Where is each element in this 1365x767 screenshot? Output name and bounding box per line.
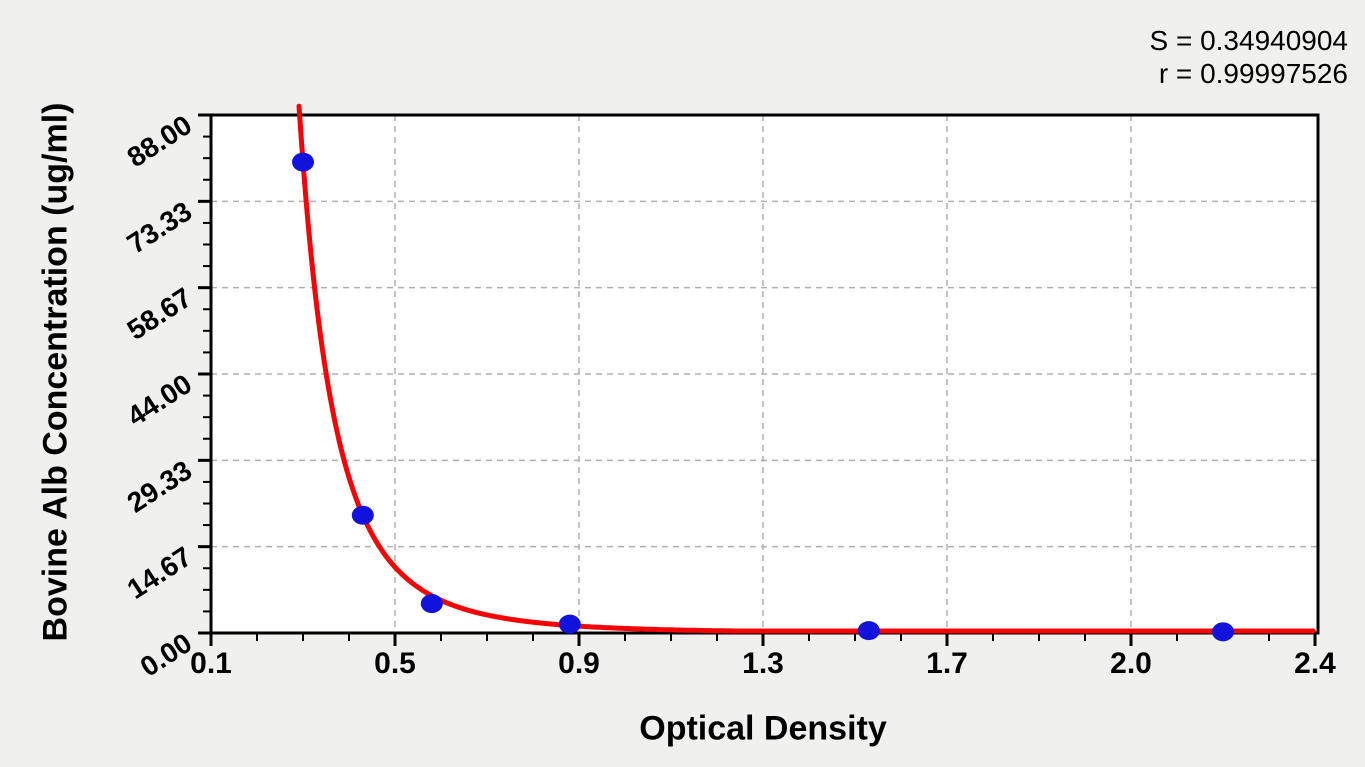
x-tick-label: 2.4 [1294,647,1336,680]
y-tick-label: 88.00 [122,109,198,173]
data-point [857,621,880,641]
x-tick-label: 0.5 [374,647,416,680]
fit-statistics: S = 0.34940904 r = 0.99997526 [1149,24,1348,90]
x-tick-label: 1.7 [926,647,968,680]
x-tick-label: 2.0 [1110,647,1152,680]
y-tick-label: 14.67 [122,541,198,605]
data-point [558,614,581,634]
x-tick-label: 0.9 [558,647,600,680]
x-axis-title: Optical Density [639,709,887,748]
data-point [1212,622,1234,642]
data-point [351,505,374,525]
x-tick-label: 0.1 [190,647,232,680]
stat-s-value: S = 0.34940904 [1149,25,1348,56]
data-point [292,152,314,172]
y-tick-label: 44.00 [122,368,198,432]
y-tick-label: 29.33 [122,454,198,518]
x-tick-label: 1.3 [742,647,784,680]
y-tick-label: 73.33 [122,195,198,259]
data-point [420,594,443,614]
y-tick-label: 0.00 [135,627,198,683]
fit-curve [296,103,1316,634]
y-tick-label: 58.67 [122,282,198,346]
stat-r-value: r = 0.99997526 [1158,58,1348,89]
